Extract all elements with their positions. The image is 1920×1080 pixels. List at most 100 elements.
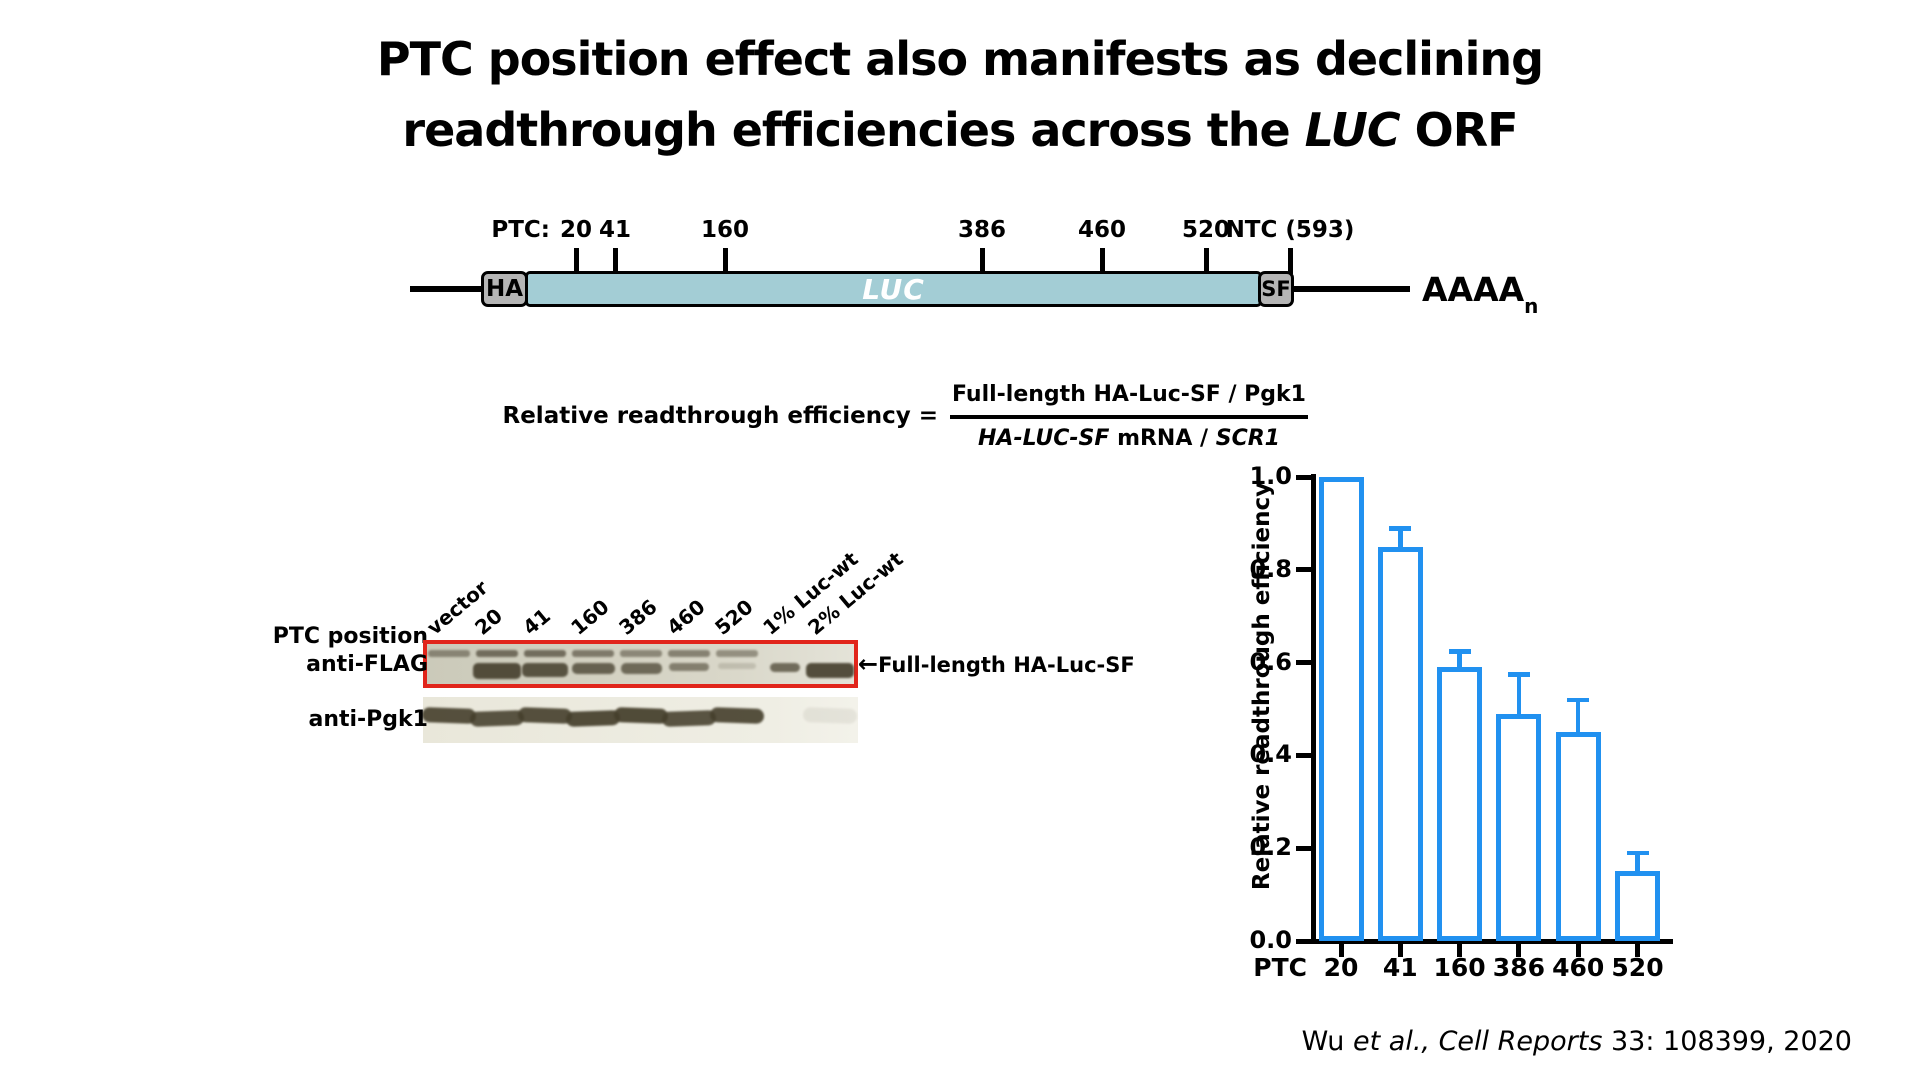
flag-upper-band bbox=[476, 650, 518, 657]
anti-flag-blot bbox=[423, 640, 858, 688]
citation-volume: 33: 108399, 2020 bbox=[1602, 1026, 1852, 1057]
y-tick-label: 0.6 bbox=[1249, 647, 1292, 676]
lane-label: 386 bbox=[614, 594, 662, 640]
anti-pgk1-label: anti-Pgk1 bbox=[308, 707, 428, 732]
x-tick-label: 520 bbox=[1611, 953, 1664, 982]
flag-main-band bbox=[620, 663, 662, 674]
error-bar-cap bbox=[1507, 672, 1530, 677]
bar-ptc-160 bbox=[1437, 667, 1483, 941]
title-line2-suffix: ORF bbox=[1399, 103, 1519, 157]
x-tick bbox=[1338, 944, 1344, 957]
y-tick bbox=[1296, 752, 1311, 758]
ptc-tick-label: 386 bbox=[957, 217, 1006, 243]
error-bar-stem bbox=[1516, 674, 1522, 714]
polya-tail-label: AAAAn bbox=[1422, 270, 1538, 318]
error-bar-stem bbox=[1575, 699, 1581, 733]
ptc-tick bbox=[574, 248, 579, 274]
x-tick bbox=[1635, 944, 1640, 957]
ha-tag-box: HA bbox=[481, 271, 528, 307]
ptc-tick bbox=[1288, 248, 1293, 274]
full-length-annotation: ←Full-length HA-Luc-SF bbox=[858, 650, 1135, 678]
x-tick-label: 160 bbox=[1433, 953, 1486, 982]
error-bar-stem bbox=[1457, 651, 1462, 668]
y-tick-label: 1.0 bbox=[1249, 462, 1292, 490]
flag-main-band bbox=[770, 663, 800, 672]
formula-numerator: Full-length HA-Luc-SF / Pgk1 bbox=[952, 382, 1306, 407]
x-tick bbox=[1575, 944, 1581, 957]
lane-label: 41 bbox=[518, 603, 555, 640]
y-tick bbox=[1296, 845, 1311, 851]
x-tick-label: 386 bbox=[1492, 953, 1545, 982]
bar-ptc-520 bbox=[1615, 871, 1660, 941]
y-tick-label: 0.0 bbox=[1249, 926, 1292, 954]
y-tick bbox=[1296, 938, 1311, 944]
citation-authors: Wu bbox=[1301, 1026, 1353, 1057]
y-axis-title: Relative readthrough efficiency bbox=[1249, 481, 1275, 891]
ptc-tick bbox=[613, 248, 618, 274]
bar-ptc-386 bbox=[1496, 713, 1542, 941]
formula-den-mid: mRNA / bbox=[1109, 426, 1216, 451]
mrna-line-left bbox=[410, 286, 483, 292]
luc-orf-label: LUC bbox=[862, 272, 925, 306]
x-tick-label: 20 bbox=[1323, 953, 1359, 982]
pgk1-band bbox=[613, 707, 669, 724]
ptc-position-label: PTC position bbox=[272, 624, 428, 649]
slide-title: PTC position effect also manifests as de… bbox=[0, 24, 1920, 166]
error-bar-stem bbox=[1635, 852, 1640, 872]
y-tick bbox=[1296, 474, 1311, 480]
citation: Wu et al., Cell Reports 33: 108399, 2020 bbox=[1302, 1026, 1852, 1057]
bar-ptc-460 bbox=[1555, 732, 1601, 941]
flag-main-band bbox=[669, 663, 709, 671]
flag-upper-band bbox=[668, 650, 710, 657]
y-tick-label: 0.8 bbox=[1249, 554, 1292, 583]
sf-tag-box: SF bbox=[1258, 271, 1294, 307]
title-line2-text: readthrough efficiencies across the bbox=[402, 103, 1305, 157]
error-bar-cap bbox=[1626, 850, 1649, 856]
formula-fraction-bar bbox=[950, 415, 1308, 419]
y-tick-label: 0.2 bbox=[1249, 833, 1292, 862]
polya-text: AAAA bbox=[1422, 270, 1525, 309]
title-line2: readthrough efficiencies across the LUC … bbox=[0, 95, 1920, 166]
lane-label: 460 bbox=[662, 594, 710, 640]
ptc-prefix-label: PTC: bbox=[491, 217, 550, 243]
ptc-tick bbox=[1100, 248, 1105, 274]
x-tick bbox=[1516, 944, 1522, 957]
ptc-tick bbox=[1204, 248, 1209, 274]
y-tick-label: 0.4 bbox=[1249, 740, 1292, 769]
pgk1-band bbox=[709, 707, 765, 724]
bar-ptc-20 bbox=[1318, 477, 1364, 941]
x-axis-prefix-label: PTC bbox=[1253, 953, 1307, 982]
error-bar-cap bbox=[1567, 697, 1590, 703]
y-tick bbox=[1296, 660, 1311, 666]
anti-pgk1-blot bbox=[421, 697, 858, 743]
pgk1-band bbox=[661, 710, 717, 727]
x-tick bbox=[1457, 944, 1463, 957]
x-tick-label: 460 bbox=[1552, 953, 1605, 982]
flag-main-band bbox=[571, 663, 615, 674]
error-bar-cap bbox=[1448, 649, 1471, 654]
y-tick bbox=[1296, 567, 1311, 573]
flag-upper-band bbox=[428, 650, 470, 657]
flag-upper-band bbox=[716, 650, 758, 657]
bar-ptc-41 bbox=[1377, 546, 1423, 941]
pgk1-band bbox=[802, 707, 858, 724]
anti-flag-label: anti-FLAG bbox=[306, 652, 428, 677]
title-line1: PTC position effect also manifests as de… bbox=[376, 32, 1544, 86]
flag-upper-band bbox=[620, 650, 662, 657]
error-bar-stem bbox=[1398, 528, 1403, 547]
pgk1-band bbox=[469, 710, 525, 727]
flag-main-band bbox=[522, 663, 568, 677]
formula-denominator: HA-LUC-SF mRNA / SCR1 bbox=[950, 426, 1308, 451]
lane-label: 520 bbox=[710, 594, 758, 640]
ptc-tick-label: NTC (593) bbox=[1225, 217, 1355, 243]
full-length-text: Full-length HA-Luc-SF bbox=[878, 653, 1135, 677]
flag-upper-band bbox=[524, 650, 566, 657]
lane-label: 20 bbox=[470, 603, 507, 640]
x-tick bbox=[1397, 944, 1403, 957]
pgk1-band bbox=[565, 710, 621, 727]
y-axis-line bbox=[1311, 474, 1316, 944]
pgk1-band bbox=[421, 707, 477, 724]
citation-journal: et al., Cell Reports bbox=[1353, 1026, 1603, 1057]
formula-den-gene: HA-LUC-SF bbox=[978, 426, 1110, 451]
